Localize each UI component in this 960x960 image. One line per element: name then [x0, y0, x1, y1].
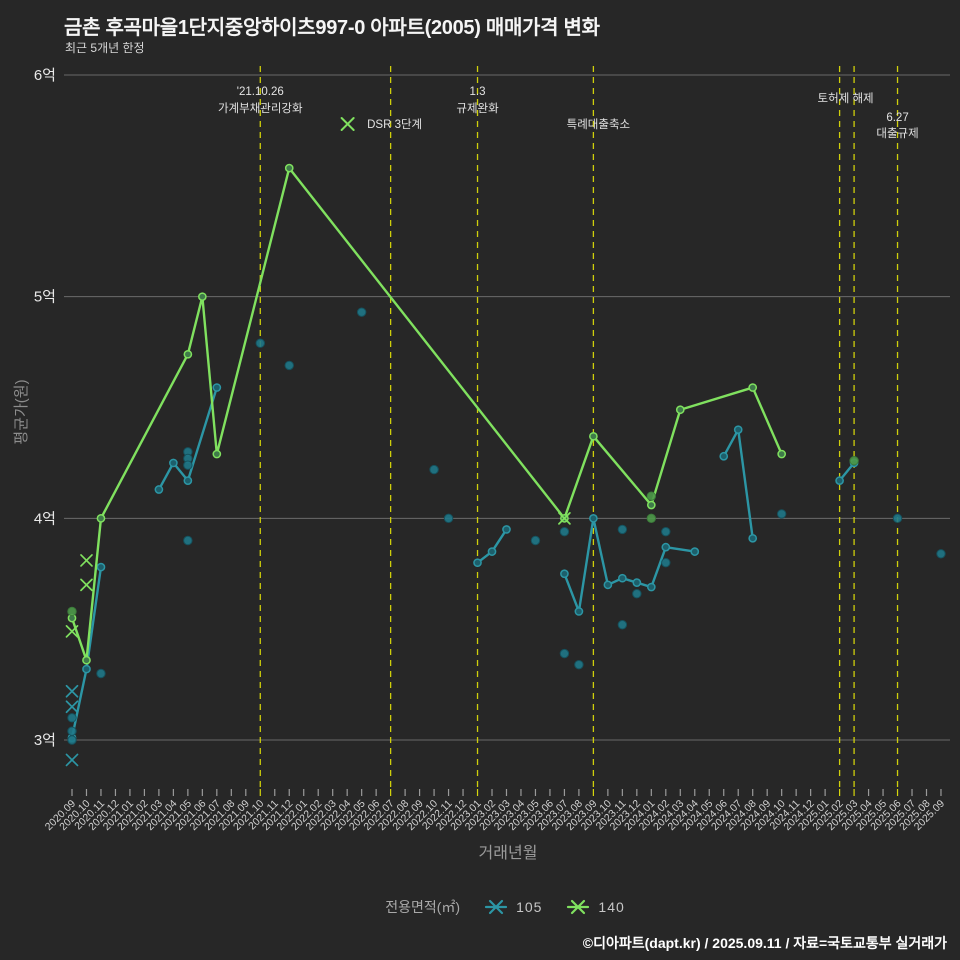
y-axis-title: 평균가(원)	[13, 379, 30, 444]
x-axis: 2020.092020.102020.112020.122021.012021.…	[43, 789, 947, 833]
event-lines	[259, 66, 899, 789]
axis-titles: 평균가(원) 거래년월	[13, 379, 537, 862]
event-annotation: 특례대출축소	[567, 118, 630, 131]
series-140-line	[67, 163, 787, 665]
svg-text:3억: 3억	[34, 732, 56, 749]
event-annotation: '21.10.26	[237, 86, 284, 98]
legend-item-140[interactable]: 140	[566, 899, 624, 915]
svg-text:6억: 6억	[34, 67, 56, 84]
series-105-line	[67, 383, 859, 743]
page-title: 금촌 후곡마을1단지중앙하이츠997-0 아파트(2005) 매매가격 변화	[64, 17, 600, 39]
event-annotation: 가계부채관리강화	[218, 102, 303, 115]
event-annotation: 규제완화	[456, 102, 499, 115]
scatter-105	[67, 307, 946, 745]
event-annotation: DSR 3단계	[367, 118, 422, 131]
legend-value-105: 105	[516, 899, 543, 915]
x-markers-140	[65, 511, 571, 638]
chart-subtitle: 최근 5개년 한정	[65, 41, 145, 55]
legend-item-105[interactable]: 105	[484, 899, 542, 915]
chart-legend: 전용면적(㎡) 105 140	[0, 897, 960, 917]
credit-text: ©디아파트(dapt.kr) / 2025.09.11 / 자료=국토교통부 실…	[582, 935, 947, 951]
svg-text:4억: 4억	[34, 510, 56, 527]
event-annotation: 6.27	[886, 112, 908, 124]
scatter-140	[67, 456, 859, 617]
x-markers-105	[65, 684, 79, 767]
event-annotation: 대출규제	[876, 127, 918, 140]
x-axis-title: 거래년월	[479, 844, 538, 862]
svg-text:5억: 5억	[34, 289, 56, 306]
legend-value-140: 140	[598, 899, 625, 915]
event-annotation: 토허제 해제	[818, 92, 874, 105]
asterisk-icon	[566, 899, 590, 915]
legend-label: 전용면적(㎡)	[385, 899, 461, 915]
event-annotation: 1.3	[470, 86, 486, 98]
asterisk-icon	[484, 899, 508, 915]
y-grid: 3억 4억 5억 6억	[34, 67, 950, 749]
